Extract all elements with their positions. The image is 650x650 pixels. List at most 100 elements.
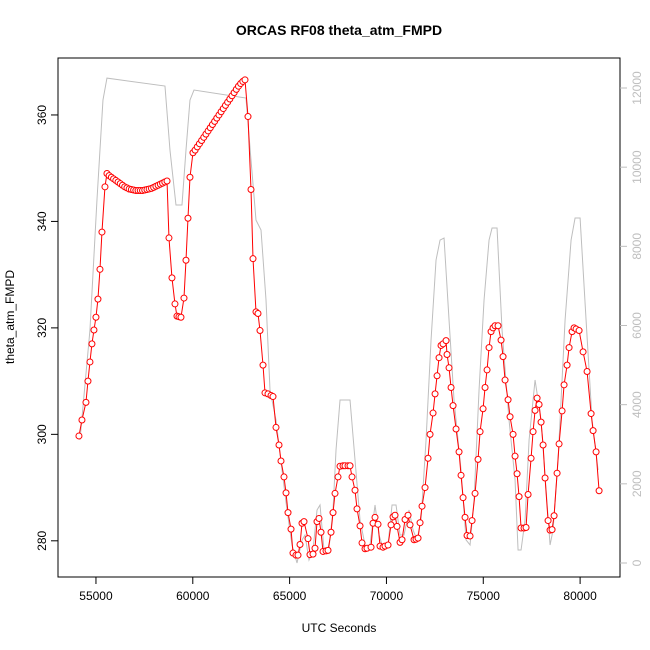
plot-frame (57, 57, 621, 578)
data-point (501, 376, 509, 384)
y2-tick-label: 8000 (630, 233, 644, 260)
data-point (421, 484, 429, 492)
data-point (414, 534, 422, 542)
data-point (346, 462, 354, 470)
data-point (537, 418, 545, 426)
data-point (406, 521, 414, 529)
data-point (455, 448, 463, 456)
data-point (280, 473, 288, 481)
data-point (513, 470, 521, 478)
data-point (595, 487, 603, 495)
data-point (374, 520, 382, 528)
data-point (371, 513, 379, 521)
data-point (393, 522, 401, 530)
data-point (334, 473, 342, 481)
x-tick-label: 75000 (467, 589, 501, 603)
data-point (506, 413, 514, 421)
data-point (474, 455, 482, 463)
data-point (539, 441, 547, 449)
data-point (461, 513, 469, 521)
x-tick-label: 60000 (176, 589, 210, 603)
data-point (553, 469, 561, 477)
data-point (82, 398, 90, 406)
data-point (548, 526, 556, 534)
data-point (449, 402, 457, 410)
y2-tick-label: 10000 (630, 150, 644, 184)
data-point (367, 543, 375, 551)
y-tick-label: 280 (35, 530, 49, 550)
data-point (168, 274, 176, 282)
data-point (384, 541, 392, 549)
data-point (296, 541, 304, 549)
data-point (429, 409, 437, 417)
data-point (550, 512, 558, 520)
data-point (494, 322, 502, 330)
data-point (565, 344, 573, 352)
y2-tick-label: 0 (630, 559, 644, 566)
data-point (353, 505, 361, 513)
data-point (331, 489, 339, 497)
data-point (275, 441, 283, 449)
data-point (583, 368, 591, 376)
data-point (163, 177, 171, 185)
data-point (442, 337, 450, 345)
y-tick-label: 320 (35, 318, 49, 338)
data-point (499, 353, 507, 361)
data-point (558, 407, 566, 415)
data-point (186, 173, 194, 181)
data-point (351, 486, 359, 494)
data-point (529, 428, 537, 436)
y-tick-label: 300 (35, 424, 49, 444)
data-point (249, 255, 257, 263)
data-point (327, 528, 335, 536)
data-point (509, 430, 517, 438)
data-point (404, 511, 412, 519)
data-point (515, 493, 523, 501)
data-point (284, 509, 292, 517)
data-point (589, 427, 597, 435)
data-point (98, 228, 106, 236)
data-point (180, 294, 188, 302)
data-point (256, 327, 264, 335)
data-point (324, 546, 332, 554)
data-point (457, 471, 465, 479)
data-point (459, 494, 467, 502)
y2-tick-label: 12000 (630, 71, 644, 105)
data-point (358, 539, 366, 547)
data-point (443, 350, 451, 358)
x-tick-label: 55000 (79, 589, 113, 603)
data-point (483, 366, 491, 374)
data-point (294, 551, 302, 559)
data-point (182, 256, 190, 264)
data-point (447, 383, 455, 391)
data-point (544, 517, 552, 525)
data-point (424, 454, 432, 462)
data-point (391, 511, 399, 519)
data-point (468, 517, 476, 525)
data-point (254, 310, 262, 318)
y2-tick-label: 2000 (630, 470, 644, 497)
data-point (329, 509, 337, 517)
y2-tick-label: 4000 (630, 391, 644, 418)
data-point (531, 406, 539, 414)
x-axis-label: UTC Seconds (302, 621, 377, 635)
x-tick-label: 65000 (273, 589, 307, 603)
data-point (75, 432, 83, 440)
data-point (533, 394, 541, 402)
data-point (84, 377, 92, 385)
data-point (78, 416, 86, 424)
x-tick-label: 80000 (563, 589, 597, 603)
data-point (541, 474, 549, 482)
data-point (317, 528, 325, 536)
data-point (426, 430, 434, 438)
data-point (592, 448, 600, 456)
data-point (522, 523, 530, 531)
data-point (277, 457, 285, 465)
data-point (587, 410, 595, 418)
x-tick-label: 70000 (370, 589, 404, 603)
data-point (241, 76, 249, 84)
data-point (575, 327, 583, 335)
data-point (259, 361, 267, 369)
